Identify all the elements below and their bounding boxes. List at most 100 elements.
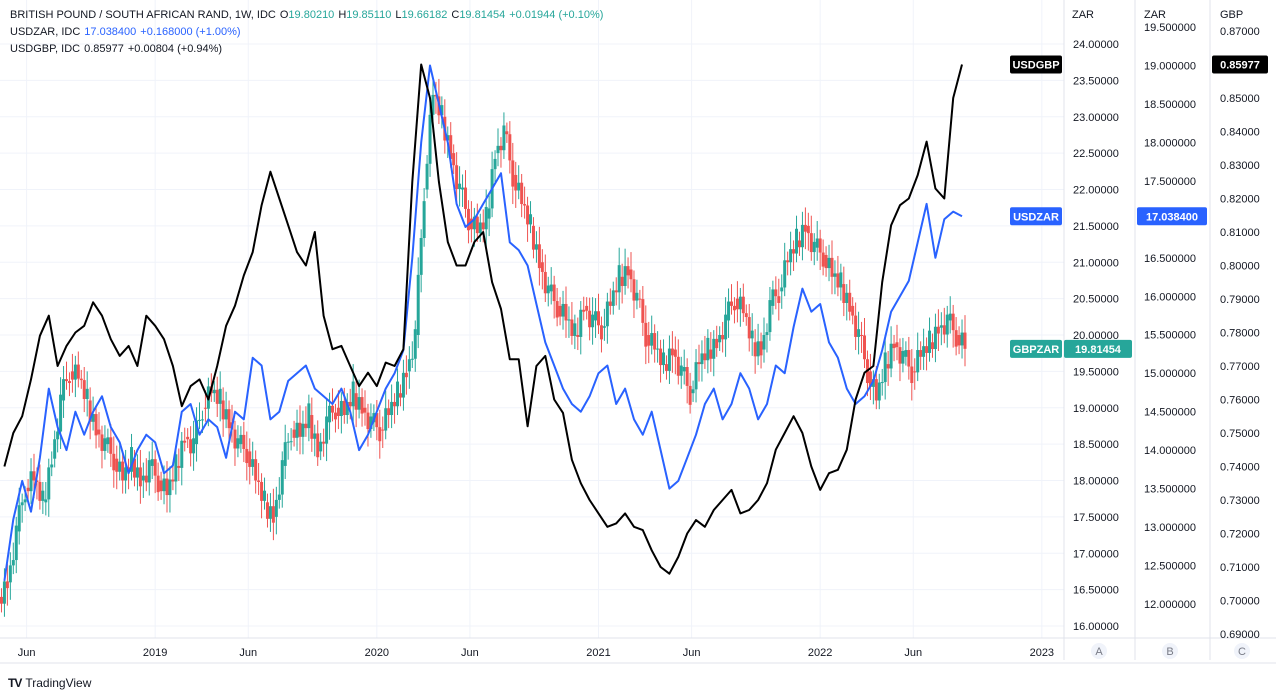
- axis-c-tick: 0.81000: [1220, 227, 1260, 239]
- candle-body: [942, 325, 946, 335]
- candle-body: [933, 326, 937, 350]
- candle-body: [644, 322, 648, 347]
- axis-b-tick: 12.500000: [1144, 561, 1196, 573]
- usdgbp-badge-label-bg: [1010, 55, 1062, 74]
- axis-c-tick: 0.84000: [1220, 127, 1260, 139]
- candle-body: [236, 438, 240, 449]
- candle-body: [558, 305, 562, 317]
- candle-body: [945, 314, 949, 335]
- candle-body: [218, 388, 222, 404]
- candle-body: [132, 458, 136, 478]
- candle-body: [286, 441, 290, 443]
- legend-main-change: +0.01944 (+0.10%): [509, 9, 604, 21]
- candle-body: [656, 348, 660, 350]
- axis-b-tick: 16.500000: [1144, 253, 1196, 265]
- candle-body: [70, 371, 74, 380]
- candle-body: [718, 335, 722, 343]
- candle-body: [85, 388, 89, 400]
- candle-body: [508, 134, 512, 161]
- axis-b-tick: 15.000000: [1144, 368, 1196, 380]
- candle-body: [455, 165, 459, 190]
- candle-body: [567, 319, 571, 321]
- candle-body: [342, 400, 346, 416]
- candle-body: [555, 301, 559, 318]
- axis-a-tick: 17.50000: [1073, 512, 1119, 524]
- candle-body: [112, 453, 116, 471]
- candle-body: [954, 330, 958, 347]
- candle-body: [396, 381, 400, 407]
- axis-c-tick: 0.74000: [1220, 462, 1260, 474]
- candle-body: [626, 266, 630, 276]
- candle-body: [582, 309, 586, 312]
- x-tick-label: 2020: [365, 647, 389, 659]
- candle-body: [827, 257, 831, 269]
- legend-usdgbp: USDGBP, IDC 0.85977 +0.00804 (+0.94%): [10, 43, 226, 55]
- candle-body: [65, 379, 68, 382]
- candle-body: [928, 330, 932, 353]
- candle-body: [691, 389, 695, 394]
- axis-c-tick: 0.83000: [1220, 160, 1260, 172]
- axis-a-tick: 23.50000: [1073, 75, 1119, 87]
- candle-body: [428, 114, 432, 164]
- candle-body: [103, 438, 107, 451]
- candle-body: [339, 400, 343, 416]
- axis-a-tick: 19.00000: [1073, 403, 1119, 415]
- candle-body: [277, 494, 281, 500]
- candle-body: [298, 422, 302, 437]
- candle-body: [638, 298, 642, 300]
- axis-c-tick: 0.73000: [1220, 495, 1260, 507]
- candle-body: [806, 225, 810, 234]
- axis-footer-button: [1091, 643, 1107, 659]
- candle-body: [597, 311, 600, 326]
- x-tick-label: Jun: [239, 647, 257, 659]
- candle-body: [883, 352, 887, 383]
- candle-body: [676, 356, 680, 376]
- candle-body: [588, 310, 592, 328]
- candle-body: [526, 205, 530, 225]
- candle-body: [771, 289, 775, 306]
- candle-body: [150, 459, 154, 466]
- candle-body: [348, 401, 352, 407]
- axis-footer-label: C: [1238, 646, 1246, 658]
- candle-body: [659, 348, 663, 366]
- candle-body: [561, 303, 565, 317]
- axis-a-tick: 22.50000: [1073, 148, 1119, 160]
- candle-body: [398, 393, 402, 398]
- axis-c-tick: 0.85000: [1220, 93, 1260, 105]
- candle-body: [706, 337, 710, 361]
- candle-body: [130, 447, 134, 472]
- candle-body: [747, 317, 751, 339]
- candle-body: [88, 400, 92, 422]
- candle-body: [144, 475, 148, 483]
- axis-a-tick: 18.00000: [1073, 476, 1119, 488]
- candle-body: [257, 480, 261, 482]
- candle-body: [67, 381, 71, 384]
- candle-body: [124, 467, 128, 481]
- candle-body: [762, 335, 766, 350]
- candle-body: [26, 487, 30, 492]
- candle-body: [239, 434, 243, 445]
- candle-body: [780, 287, 784, 292]
- candle-body: [171, 479, 175, 482]
- x-tick-label: 2019: [143, 647, 167, 659]
- candle-body: [786, 260, 790, 263]
- candle-body: [2, 581, 6, 604]
- axis-c-tick: 0.76000: [1220, 395, 1260, 407]
- candle-body: [919, 350, 923, 357]
- branding[interactable]: TV TradingView: [8, 676, 91, 690]
- candle-body: [328, 405, 332, 423]
- candle-body: [750, 330, 754, 339]
- candle-body: [608, 301, 612, 306]
- candle-body: [484, 206, 488, 230]
- candle-body: [53, 439, 57, 459]
- candle-body: [156, 475, 160, 493]
- candle-body: [735, 298, 739, 310]
- candle-body: [8, 565, 12, 583]
- candle-body: [845, 292, 849, 303]
- candle-body: [333, 412, 337, 420]
- candle-body: [700, 353, 704, 365]
- candle-body: [292, 429, 296, 438]
- candle-body: [679, 365, 683, 376]
- axis-b-tick: 14.000000: [1144, 445, 1196, 457]
